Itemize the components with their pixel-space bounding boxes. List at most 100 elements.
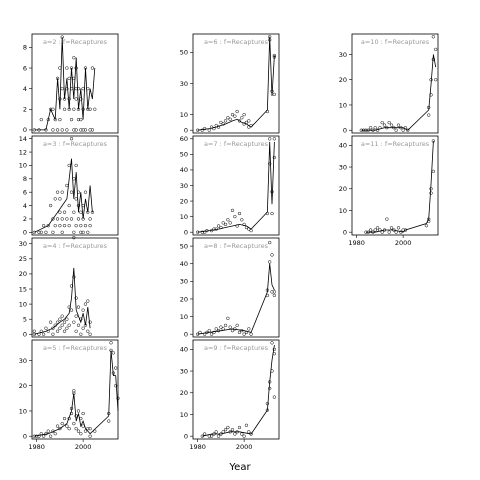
data-point <box>55 217 60 221</box>
data-point <box>81 424 85 428</box>
y-tick-label: 8 <box>23 44 27 52</box>
y-tick-label: 20 <box>180 295 188 303</box>
y-tick-label: 30 <box>19 357 27 365</box>
data-point <box>401 128 405 132</box>
data-point <box>265 408 270 412</box>
data-point <box>242 332 246 336</box>
series-line <box>34 158 93 233</box>
data-point <box>242 112 246 117</box>
data-point <box>72 421 76 426</box>
y-tick-label: 60 <box>180 135 188 143</box>
data-point <box>202 432 207 436</box>
data-point <box>268 35 272 39</box>
data-point <box>247 430 251 434</box>
data-point <box>394 128 398 132</box>
data-point <box>195 128 200 132</box>
data-point <box>86 107 90 111</box>
data-point <box>373 228 377 232</box>
data-point <box>86 329 90 333</box>
data-point <box>67 323 71 327</box>
data-point <box>65 217 69 221</box>
data-point <box>69 87 74 91</box>
data-point <box>72 107 76 111</box>
data-point <box>46 329 50 333</box>
y-tick-label: 30 <box>180 182 188 190</box>
data-point <box>427 105 431 110</box>
data-point <box>67 107 71 111</box>
data-point <box>32 434 36 438</box>
data-point <box>62 416 67 421</box>
y-tick-label: 50 <box>180 151 188 159</box>
y-tick-label: 50 <box>180 49 188 57</box>
data-point <box>366 230 370 234</box>
data-point <box>265 293 270 298</box>
data-point <box>46 223 50 228</box>
data-point <box>44 128 48 132</box>
data-point <box>55 424 60 428</box>
data-point <box>249 228 253 233</box>
data-point <box>268 386 272 391</box>
data-point <box>244 330 249 335</box>
data-point <box>268 38 272 42</box>
data-point <box>240 432 244 436</box>
data-point <box>429 191 433 195</box>
data-point <box>51 429 55 433</box>
data-point <box>226 218 230 222</box>
data-point <box>67 203 71 208</box>
data-point <box>403 228 408 232</box>
data-point <box>44 230 48 234</box>
data-point <box>79 230 83 234</box>
data-point <box>247 119 251 123</box>
data-point <box>48 434 53 438</box>
data-point <box>265 211 270 216</box>
y-tick-label: 8 <box>23 175 27 183</box>
y-tick-label: 15 <box>19 285 27 293</box>
data-point <box>58 223 62 228</box>
data-point <box>429 93 433 97</box>
y-tick-label: 0 <box>23 433 27 441</box>
x-tick-label: 2000 <box>75 443 92 451</box>
y-tick-label: 4 <box>23 85 27 93</box>
data-point <box>240 116 244 120</box>
data-point <box>55 76 60 80</box>
y-tick-label: 30 <box>180 367 188 375</box>
data-point <box>207 128 211 132</box>
data-point <box>62 97 67 101</box>
data-point <box>265 109 270 114</box>
data-point <box>431 35 436 39</box>
data-point <box>55 190 60 194</box>
panel-title: a=2 : f=Recaptures <box>43 38 108 46</box>
y-tick-label: 10 <box>180 411 188 419</box>
data-point <box>58 317 62 321</box>
data-point <box>226 425 230 430</box>
data-point <box>223 119 228 123</box>
y-tick-label: 40 <box>180 346 188 354</box>
data-point <box>216 224 221 228</box>
data-point <box>79 223 83 228</box>
data-point <box>272 352 277 356</box>
data-point <box>209 332 214 336</box>
y-tick-label: 10 <box>19 300 27 308</box>
data-point <box>74 66 78 70</box>
series-line <box>34 350 119 437</box>
data-point <box>207 434 211 438</box>
data-point <box>81 326 85 330</box>
data-point <box>88 128 92 132</box>
y-tick-label: 5 <box>23 315 27 323</box>
data-point <box>364 230 368 234</box>
data-point <box>244 423 249 427</box>
y-tick-label: 30 <box>180 278 188 286</box>
data-point <box>72 128 76 132</box>
data-point <box>389 226 394 230</box>
data-point <box>93 107 97 111</box>
data-point <box>399 126 403 130</box>
data-point <box>72 391 76 395</box>
data-point <box>51 128 55 132</box>
data-point <box>195 332 200 336</box>
y-tick-label: 0 <box>184 330 188 338</box>
data-point <box>48 203 53 208</box>
data-point <box>53 223 57 228</box>
y-tick-label: 40 <box>180 166 188 174</box>
y-tick-label: 12 <box>19 148 27 156</box>
data-point <box>202 332 207 336</box>
